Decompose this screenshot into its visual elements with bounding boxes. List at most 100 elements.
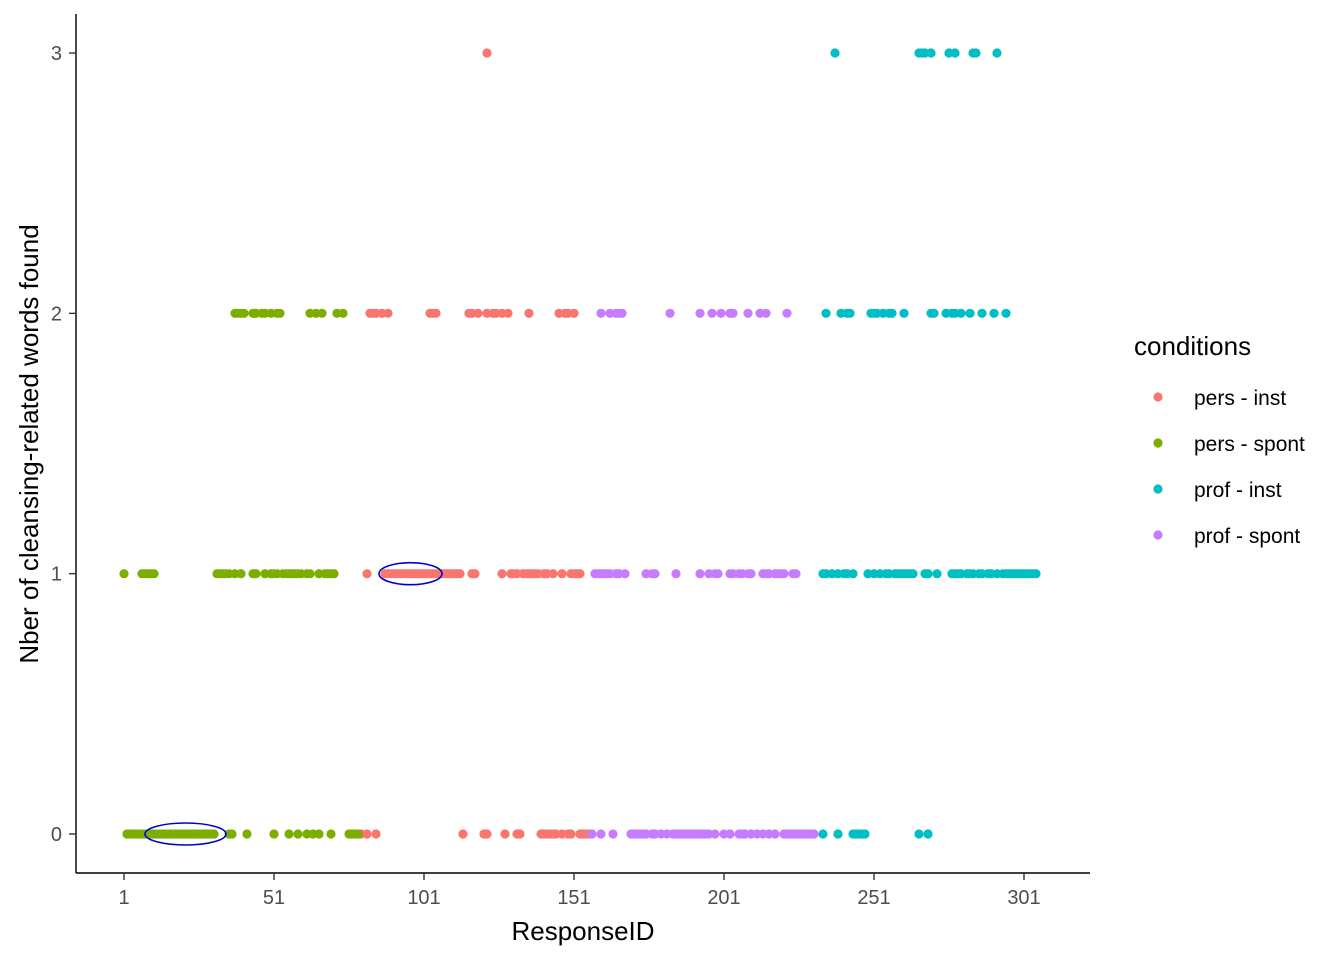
x-axis-ticks: 1 51 101 151 201 251 301 [118, 873, 1041, 909]
point-pers-inst [500, 829, 510, 839]
point-prof-inst [914, 829, 924, 839]
legend-items: pers - inst pers - spont prof - inst prof -… [1153, 387, 1305, 548]
point-prof-spont [695, 569, 705, 579]
point-prof-spont [695, 308, 705, 318]
point-pers-inst [473, 308, 483, 318]
axes [75, 14, 1090, 874]
point-pers-spont [239, 308, 249, 318]
point-prof-spont [746, 569, 756, 579]
point-pers-inst [566, 829, 576, 839]
point-pers-inst [569, 308, 579, 318]
x-tick-label: 201 [707, 887, 740, 909]
point-prof-spont [665, 308, 675, 318]
x-axis-title: ResponseID [511, 916, 654, 946]
point-prof-spont [770, 829, 780, 839]
legend-label: prof - inst [1194, 479, 1282, 502]
point-pers-spont [329, 569, 339, 579]
data-points [119, 48, 1041, 839]
y-tick-label: 0 [51, 824, 62, 846]
point-pers-spont [236, 569, 246, 579]
point-pers-spont [317, 308, 327, 318]
legend-label: pers - spont [1194, 433, 1305, 456]
point-prof-inst [818, 829, 828, 839]
point-prof-inst [929, 308, 939, 318]
point-pers-spont [275, 308, 285, 318]
point-prof-inst [833, 829, 843, 839]
legend-label: pers - inst [1194, 387, 1286, 410]
point-pers-inst [503, 308, 513, 318]
point-pers-inst [362, 829, 372, 839]
point-prof-inst [845, 308, 855, 318]
y-tick-label: 1 [51, 564, 62, 586]
point-pers-spont [284, 829, 294, 839]
point-prof-spont [725, 829, 735, 839]
point-prof-spont [707, 308, 717, 318]
point-prof-inst [830, 48, 840, 58]
legend-title: conditions [1134, 331, 1251, 361]
point-prof-inst [971, 48, 981, 58]
point-prof-inst [908, 569, 918, 579]
legend-key-pers-spont [1153, 438, 1163, 448]
point-prof-inst [977, 308, 987, 318]
highlight-ellipse [378, 561, 443, 586]
point-pers-spont [269, 829, 279, 839]
point-pers-inst [575, 569, 585, 579]
point-pers-inst [362, 569, 372, 579]
point-pers-inst [383, 308, 393, 318]
y-axis-title: Nber of cleansing-related words found [14, 224, 44, 663]
point-pers-inst [548, 569, 558, 579]
point-prof-spont [809, 829, 819, 839]
x-tick-label: 51 [263, 887, 285, 909]
point-prof-inst [923, 829, 933, 839]
point-prof-inst [926, 48, 936, 58]
point-pers-inst [458, 829, 468, 839]
point-pers-spont [338, 308, 348, 318]
point-pers-inst [470, 569, 480, 579]
point-pers-spont [209, 829, 219, 839]
point-prof-inst [860, 829, 870, 839]
legend-label: prof - spont [1194, 525, 1300, 548]
highlight-annotations [144, 561, 443, 846]
point-prof-inst [1031, 569, 1041, 579]
point-prof-spont [596, 308, 606, 318]
point-prof-spont [608, 829, 618, 839]
point-prof-spont [716, 308, 726, 318]
x-tick-label: 101 [407, 887, 440, 909]
point-pers-inst [524, 308, 534, 318]
point-prof-spont [761, 308, 771, 318]
point-prof-spont [617, 308, 627, 318]
point-pers-spont [326, 829, 336, 839]
legend-key-pers-inst [1153, 392, 1163, 402]
legend-key-prof-spont [1153, 530, 1163, 540]
point-pers-spont [314, 829, 324, 839]
point-pers-inst [482, 48, 492, 58]
point-prof-inst [932, 569, 942, 579]
point-prof-inst [899, 308, 909, 318]
point-pers-spont [227, 829, 237, 839]
y-tick-label: 3 [51, 43, 62, 65]
x-tick-label: 151 [557, 887, 590, 909]
point-pers-spont [353, 829, 363, 839]
point-pers-spont [293, 829, 303, 839]
point-prof-spont [587, 829, 597, 839]
point-pers-inst [455, 569, 465, 579]
point-pers-inst [497, 569, 507, 579]
y-axis-ticks: 0 1 2 3 [51, 43, 76, 846]
legend-key-prof-inst [1153, 484, 1163, 494]
point-pers-inst [482, 829, 492, 839]
point-prof-inst [1001, 308, 1011, 318]
point-prof-spont [728, 308, 738, 318]
highlight-ellipse [144, 822, 227, 846]
point-pers-inst [371, 829, 381, 839]
point-prof-inst [992, 48, 1002, 58]
y-tick-label: 2 [51, 303, 62, 325]
x-tick-label: 251 [857, 887, 890, 909]
point-pers-spont [119, 569, 129, 579]
point-prof-inst [989, 308, 999, 318]
point-prof-spont [710, 829, 720, 839]
point-prof-spont [620, 569, 630, 579]
point-pers-inst [557, 569, 567, 579]
point-prof-spont [791, 569, 801, 579]
point-prof-spont [779, 569, 789, 579]
